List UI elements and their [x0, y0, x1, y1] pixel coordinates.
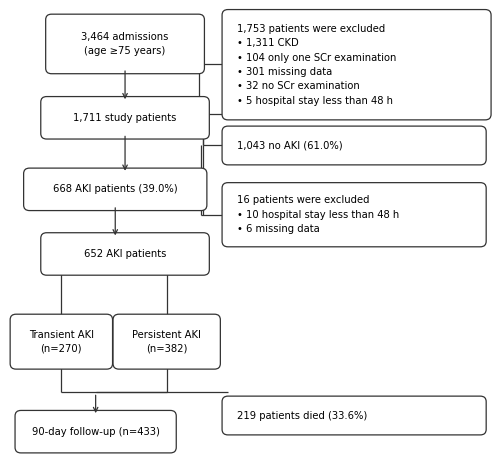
FancyBboxPatch shape [222, 9, 491, 120]
FancyBboxPatch shape [113, 314, 220, 369]
FancyBboxPatch shape [222, 396, 486, 435]
FancyBboxPatch shape [24, 168, 207, 211]
Text: 1,753 patients were excluded
• 1,311 CKD
• 104 only one SCr examination
• 301 mi: 1,753 patients were excluded • 1,311 CKD… [237, 24, 396, 106]
Text: 1,043 no AKI (61.0%): 1,043 no AKI (61.0%) [237, 140, 343, 151]
FancyBboxPatch shape [41, 233, 209, 275]
FancyBboxPatch shape [222, 183, 486, 247]
Text: 1,711 study patients: 1,711 study patients [74, 113, 176, 123]
FancyBboxPatch shape [10, 314, 113, 369]
Text: 652 AKI patients: 652 AKI patients [84, 249, 166, 259]
FancyBboxPatch shape [41, 97, 209, 139]
FancyBboxPatch shape [46, 14, 204, 74]
Text: 16 patients were excluded
• 10 hospital stay less than 48 h
• 6 missing data: 16 patients were excluded • 10 hospital … [237, 195, 399, 234]
Text: Transient AKI
(n=270): Transient AKI (n=270) [29, 330, 94, 353]
FancyBboxPatch shape [15, 410, 176, 453]
Text: 219 patients died (33.6%): 219 patients died (33.6%) [237, 411, 367, 421]
Text: 90-day follow-up (n=433): 90-day follow-up (n=433) [32, 427, 160, 437]
FancyBboxPatch shape [222, 126, 486, 165]
Text: 3,464 admissions
(age ≥75 years): 3,464 admissions (age ≥75 years) [82, 32, 168, 56]
Text: 668 AKI patients (39.0%): 668 AKI patients (39.0%) [53, 184, 178, 195]
Text: Persistent AKI
(n=382): Persistent AKI (n=382) [132, 330, 201, 353]
